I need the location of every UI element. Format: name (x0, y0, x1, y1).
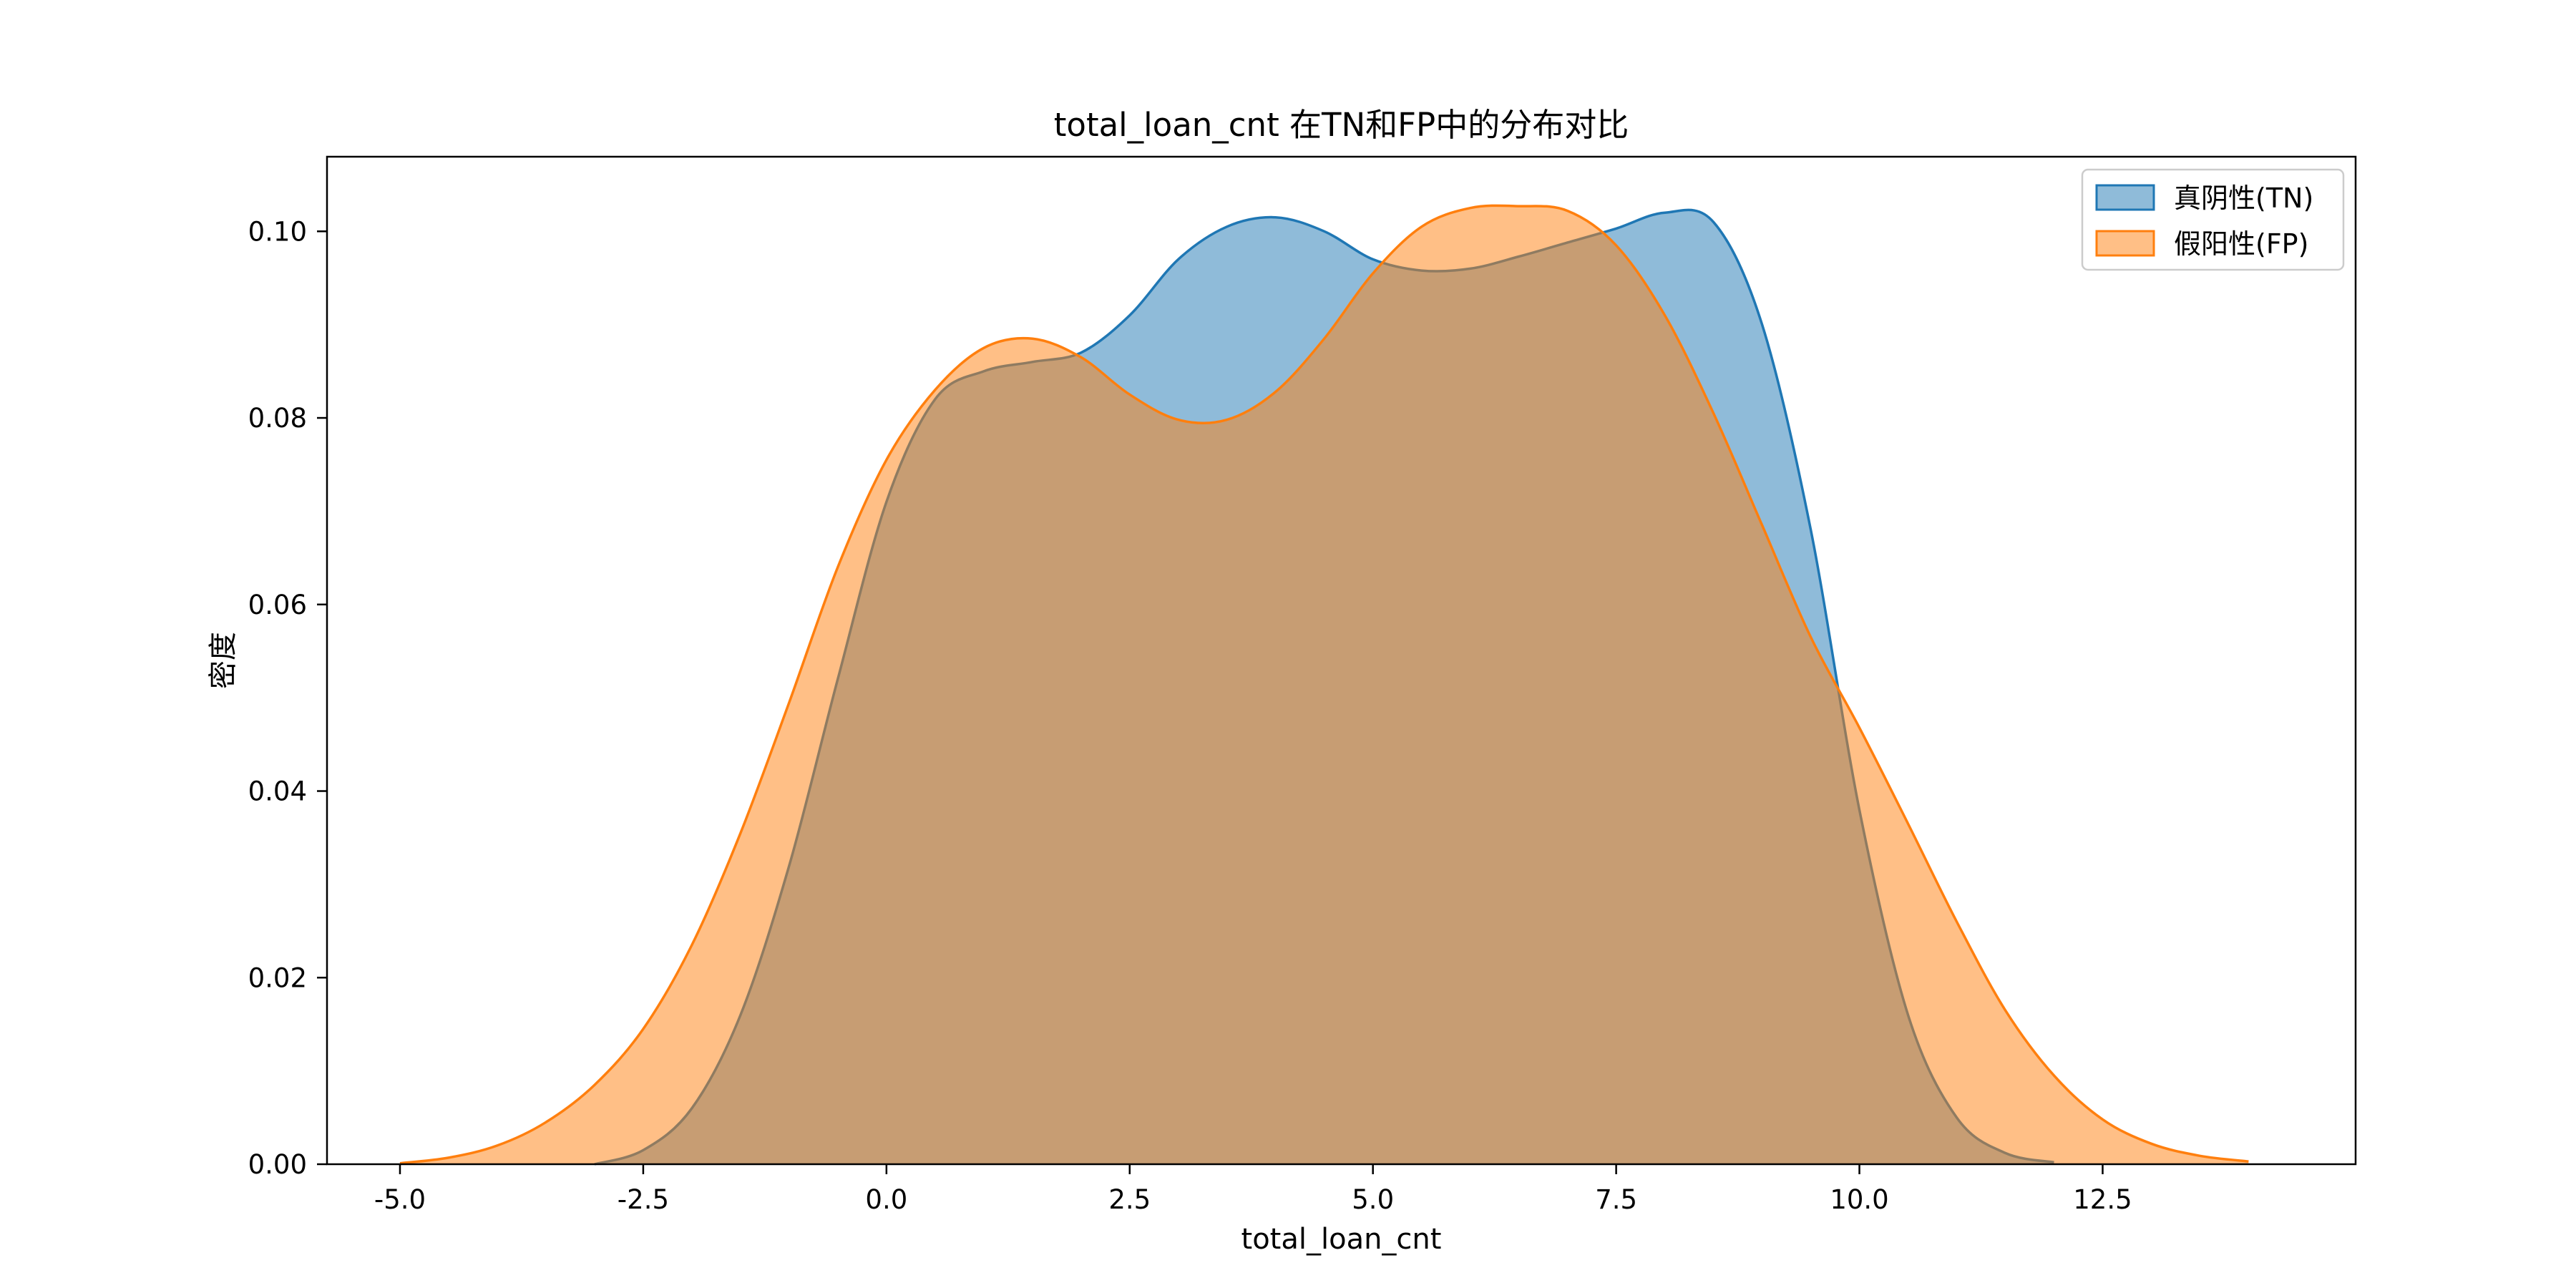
y-tick-label: 0.00 (248, 1149, 307, 1180)
x-tick-label: 0.0 (865, 1184, 907, 1215)
legend: 真阴性(TN) 假阳性(FP) (2081, 168, 2345, 271)
x-tick-label: 7.5 (1595, 1184, 1637, 1215)
x-tick-label: 5.0 (1352, 1184, 1394, 1215)
legend-label: 假阳性(FP) (2174, 228, 2308, 260)
y-axis-label: 密度 (207, 632, 240, 689)
plot-frame (326, 155, 2357, 1166)
x-axis: -5.0 -2.5 0.0 2.5 5.0 7.5 10.0 12.5 (374, 1164, 2132, 1215)
x-tick-label: -2.5 (618, 1184, 669, 1215)
x-tick-label: -5.0 (374, 1184, 426, 1215)
y-tick-label: 0.02 (248, 962, 307, 993)
x-tick-label: 12.5 (2073, 1184, 2132, 1215)
y-tick-label: 0.06 (248, 590, 307, 620)
y-axis: 0.00 0.02 0.04 0.06 0.08 0.10 (248, 216, 327, 1180)
x-axis-label: total_loan_cnt (1241, 1223, 1442, 1256)
legend-swatch (2095, 184, 2155, 211)
series-area-1 (400, 205, 2249, 1164)
chart-title: total_loan_cnt 在TN和FP中的分布对比 (1054, 106, 1629, 144)
x-tick-label: 10.0 (1830, 1184, 1888, 1215)
series-line-1 (399, 204, 2249, 1165)
x-tick-label: 2.5 (1108, 1184, 1151, 1215)
y-tick-label: 0.08 (248, 403, 307, 434)
series-layer (399, 204, 2249, 1166)
y-tick-label: 0.10 (248, 216, 307, 247)
y-tick-label: 0.04 (248, 776, 307, 807)
legend-label: 真阴性(TN) (2174, 182, 2313, 214)
legend-swatch (2095, 230, 2155, 257)
